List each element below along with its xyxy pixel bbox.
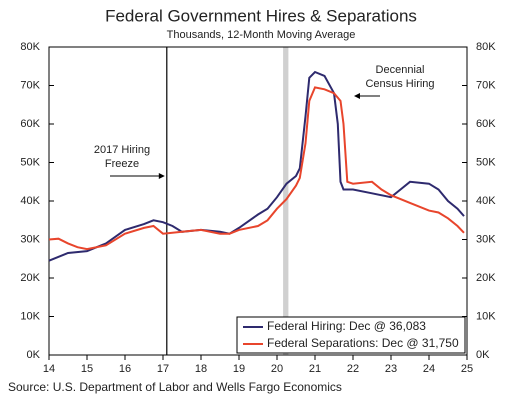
x-tick-label: 18 xyxy=(195,363,207,375)
y-tick-label: 40K xyxy=(20,195,40,207)
y2-tick-label: 80K xyxy=(476,41,496,53)
x-tick-label: 14 xyxy=(43,363,55,375)
y-tick-label: 0K xyxy=(27,349,41,361)
annotation-line: Freeze xyxy=(105,158,139,170)
annotation: Decennial Census Hiring xyxy=(365,64,434,90)
y-tick-label: 70K xyxy=(20,79,40,91)
y2-tick-label: 0K xyxy=(476,349,490,361)
x-tick-label: 15 xyxy=(81,363,93,375)
x-tick-label: 16 xyxy=(119,363,131,375)
y-tick-label: 10K xyxy=(20,310,40,322)
y-tick-label: 60K xyxy=(20,118,40,130)
annotation-line: 2017 Hiring xyxy=(94,144,150,156)
y2-tick-label: 20K xyxy=(476,272,496,284)
x-tick-label: 17 xyxy=(157,363,169,375)
x-tick-label: 22 xyxy=(347,363,359,375)
y2-tick-label: 70K xyxy=(476,79,496,91)
y2-tick-label: 60K xyxy=(476,118,496,130)
legend-label: Federal Hiring: Dec @ 36,083 xyxy=(267,319,426,333)
chart-title: Federal Government Hires & Separations xyxy=(105,6,417,25)
legend-label: Federal Separations: Dec @ 31,750 xyxy=(267,336,459,350)
arrowhead xyxy=(158,173,165,179)
series-line xyxy=(48,70,465,262)
y-tick-label: 30K xyxy=(20,233,40,245)
annotation: 2017 Hiring Freeze xyxy=(94,144,150,170)
legend-box xyxy=(236,316,466,354)
y-tick-label: 80K xyxy=(20,41,40,53)
source: Source: U.S. Department of Labor and Wel… xyxy=(8,380,342,394)
x-tick-label: 19 xyxy=(233,363,245,375)
x-tick-label: 23 xyxy=(385,363,397,375)
x-tick-label: 24 xyxy=(423,363,435,375)
y-tick-label: 20K xyxy=(20,272,40,284)
arrowhead xyxy=(354,93,360,99)
y2-tick-label: 30K xyxy=(476,233,496,245)
annotation-line: Census Hiring xyxy=(365,78,434,90)
chart-subtitle: Thousands, 12-Month Moving Average xyxy=(167,29,356,41)
y-tick-label: 50K xyxy=(20,156,40,168)
y2-tick-label: 10K xyxy=(476,310,496,322)
annotation-line: Decennial xyxy=(376,64,425,76)
x-tick-label: 21 xyxy=(309,363,321,375)
x-tick-label: 25 xyxy=(461,363,473,375)
y2-tick-label: 40K xyxy=(476,195,496,207)
series-line xyxy=(48,86,465,251)
x-tick-label: 20 xyxy=(271,363,283,375)
y2-tick-label: 50K xyxy=(476,156,496,168)
